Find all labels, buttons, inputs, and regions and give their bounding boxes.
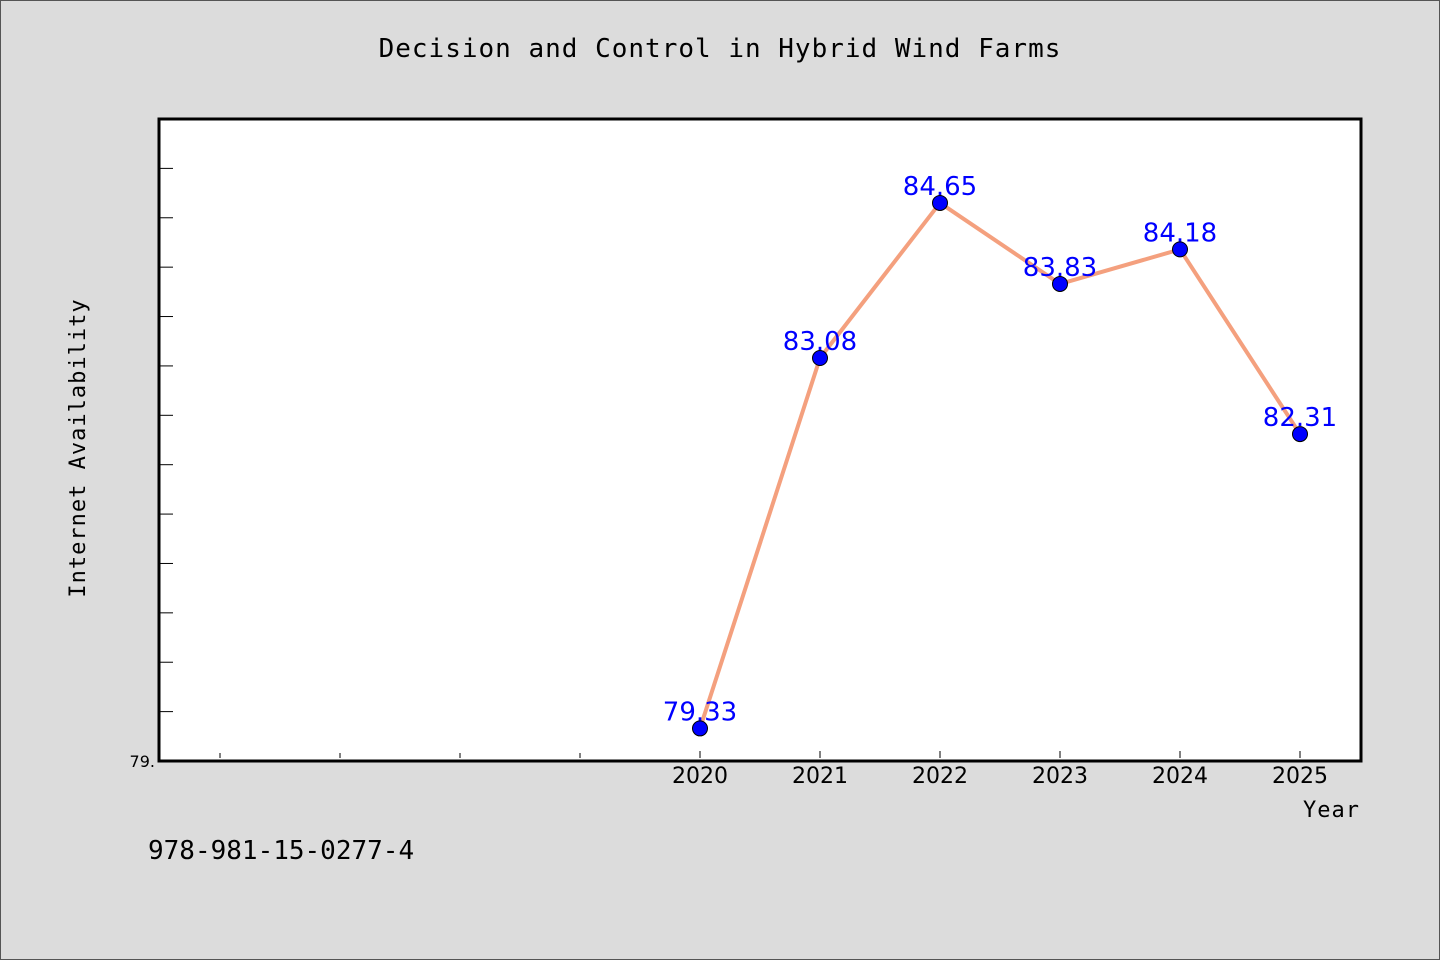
data-point	[1292, 426, 1308, 443]
plot-area	[157, 117, 1363, 763]
data-point	[692, 720, 708, 737]
x-tick-label: 2024	[1152, 764, 1208, 789]
x-tick-label: 2020	[672, 764, 728, 789]
y-tick-label: 79.	[130, 752, 155, 771]
data-label: 83.83	[1023, 253, 1097, 283]
data-label: 84.18	[1143, 218, 1217, 248]
data-point	[932, 194, 948, 211]
x-axis-ticks: 2020 2021 2022 2023 2024 2025	[219, 751, 1328, 789]
isbn-text: 978-981-15-0277-4	[148, 836, 415, 866]
data-label: 83.08	[783, 327, 857, 357]
x-tick-label: 2023	[1032, 764, 1088, 789]
x-tick-label: 2025	[1272, 764, 1328, 789]
data-label: 84.65	[903, 172, 977, 202]
chart-title: Decision and Control in Hybrid Wind Farm…	[378, 34, 1062, 64]
x-tick-label: 2022	[912, 764, 968, 789]
data-label: 82.31	[1263, 403, 1337, 433]
data-point	[812, 350, 828, 367]
x-tick-label: 2021	[792, 764, 848, 789]
y-axis-label: Internet Availability	[66, 298, 91, 597]
data-point	[1052, 275, 1068, 292]
data-point	[1172, 241, 1188, 258]
x-axis-label: Year	[1303, 798, 1360, 823]
series-group: 79.33 83.08 84.65 83.83 84.18 82.31	[663, 172, 1337, 737]
y-axis-ticks: 79.	[130, 167, 173, 771]
series-line	[698, 200, 1302, 730]
data-label: 79.33	[663, 697, 737, 727]
